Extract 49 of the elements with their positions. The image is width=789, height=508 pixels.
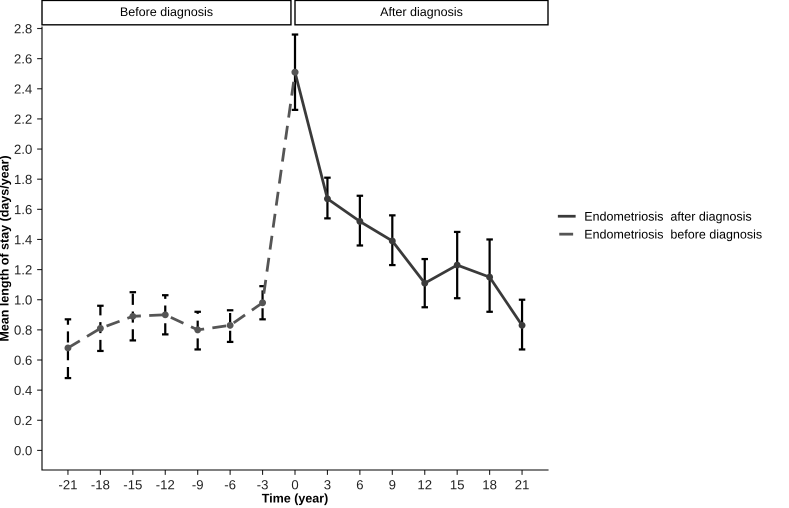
point xyxy=(64,344,72,352)
y-tick-label: 2.2 xyxy=(14,114,32,124)
x-tick-label: 12 xyxy=(418,480,432,490)
x-tick-label: 15 xyxy=(450,480,464,490)
y-tick-label: 0.2 xyxy=(14,416,32,426)
x-tick-label: -18 xyxy=(91,480,110,490)
point xyxy=(129,312,136,320)
x-axis-title: Time (year) xyxy=(262,493,328,506)
point xyxy=(259,299,266,306)
point xyxy=(454,262,461,269)
point xyxy=(388,237,396,244)
point xyxy=(162,311,169,318)
y-tick-label: 0.0 xyxy=(14,446,32,456)
x-tick-label: -3 xyxy=(257,480,268,490)
x-tick-label: -15 xyxy=(124,480,142,490)
point xyxy=(226,322,234,329)
legend-label: Endometriosis before diagnosis xyxy=(585,229,762,242)
y-tick-label: 1.0 xyxy=(14,295,32,305)
x-tick-label: -9 xyxy=(192,480,203,490)
x-tick-label: 21 xyxy=(515,480,529,490)
y-tick-label: 0.8 xyxy=(14,325,32,335)
x-tick-label: -12 xyxy=(156,480,174,490)
y-tick-label: 1.6 xyxy=(14,204,32,214)
point xyxy=(421,280,428,287)
point xyxy=(356,218,364,225)
text: Before diagnosis xyxy=(120,7,213,19)
x-tick-label: -21 xyxy=(59,480,77,490)
point xyxy=(518,322,526,329)
point xyxy=(96,324,104,332)
y-tick-label: 2.0 xyxy=(14,144,32,154)
y-tick-label: 2.6 xyxy=(14,54,32,64)
x-tick-label: 6 xyxy=(356,480,363,490)
y-tick-label: 2.4 xyxy=(14,84,32,94)
x-tick-label: 18 xyxy=(483,480,496,490)
x-tick-label: 0 xyxy=(292,480,298,490)
legend-label: Endometriosis after diagnosis xyxy=(585,212,752,224)
point xyxy=(486,274,494,281)
y-tick-label: 1.8 xyxy=(14,174,32,184)
y-tick-label: 0.4 xyxy=(14,386,32,396)
y-tick-label: 1.2 xyxy=(14,265,32,274)
y-tick-label: 2.8 xyxy=(14,24,32,34)
x-tick-label: 9 xyxy=(389,480,396,490)
x-tick-label: 3 xyxy=(324,480,331,490)
point xyxy=(324,195,331,202)
text: After diagnosis xyxy=(380,7,462,19)
x-tick-label: -6 xyxy=(224,480,236,490)
y-tick-label: 0.6 xyxy=(14,356,32,365)
y-tick-label: 1.4 xyxy=(14,235,32,244)
point xyxy=(194,326,202,334)
